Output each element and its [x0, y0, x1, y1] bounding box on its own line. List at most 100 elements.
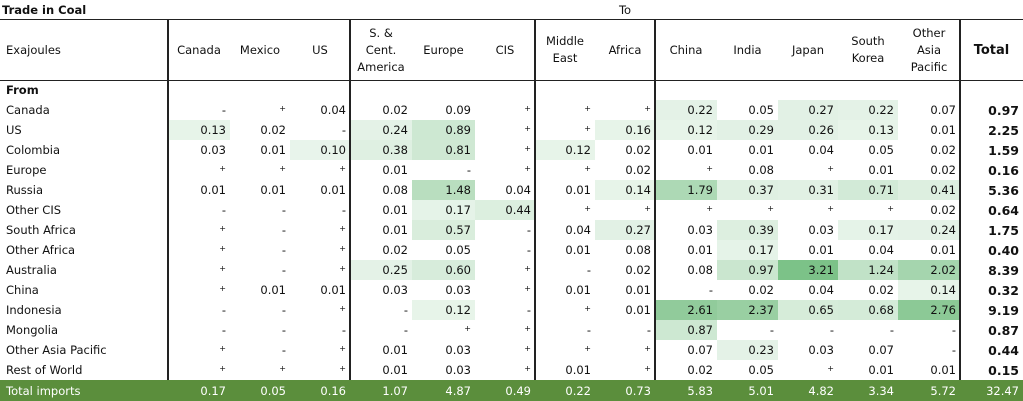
row-total: 0.87	[988, 322, 1019, 338]
cell: 0.02	[382, 243, 408, 257]
cell: 0.09	[445, 103, 471, 117]
cell: 0.02	[625, 163, 651, 177]
cell: +	[219, 284, 226, 293]
total-cell: 0.05	[260, 383, 286, 398]
row-label: South Africa	[6, 223, 76, 237]
cell: -	[403, 303, 408, 317]
cell: 0.04	[320, 103, 346, 117]
cell: 0.02	[868, 283, 894, 297]
cell: 0.02	[930, 143, 956, 157]
row-label: Russia	[6, 183, 43, 197]
cell: 0.12	[655, 120, 717, 140]
cell: 0.07	[930, 103, 956, 117]
cell: +	[524, 324, 531, 333]
cell: -	[403, 323, 408, 337]
cell: +	[584, 104, 591, 113]
cell: +	[339, 344, 346, 353]
cell: 0.44	[475, 200, 535, 220]
column-header: India	[733, 42, 762, 57]
cell: 0.01	[868, 163, 894, 177]
cell: 0.08	[625, 243, 651, 257]
cell: +	[524, 264, 531, 273]
row-total: 5.36	[988, 182, 1019, 198]
cell: -	[708, 283, 713, 297]
row-total: 2.25	[988, 122, 1019, 138]
cell: 0.22	[838, 100, 898, 120]
column-header: Other Asia Pacific	[910, 25, 948, 74]
cell: 0.02	[930, 203, 956, 217]
cell: 0.87	[655, 320, 717, 340]
cell: 0.14	[898, 280, 960, 300]
row-total: 0.32	[988, 282, 1019, 298]
cell: 0.03	[808, 223, 834, 237]
cell: -	[526, 223, 531, 237]
cell: +	[644, 104, 651, 113]
cell: +	[584, 304, 591, 313]
row-total: 0.15	[988, 362, 1019, 378]
cell: +	[219, 244, 226, 253]
cell: 0.03	[808, 343, 834, 357]
cell: -	[221, 303, 226, 317]
column-divider	[534, 20, 536, 380]
cell: 0.37	[717, 180, 778, 200]
column-header: South Korea	[851, 34, 885, 65]
column-header: S. & Cent. America	[357, 25, 405, 74]
column-header: US	[312, 42, 328, 57]
cell: 0.01	[320, 283, 346, 297]
column-header: Africa	[608, 42, 642, 57]
cell: 0.01	[930, 123, 956, 137]
cell: 0.01	[260, 183, 286, 197]
cell: +	[524, 144, 531, 153]
cell: +	[827, 164, 834, 173]
cell: +	[219, 264, 226, 273]
cell: 0.02	[625, 143, 651, 157]
cell: 0.17	[412, 200, 475, 220]
cell: +	[827, 364, 834, 373]
cell: 0.01	[382, 203, 408, 217]
cell: +	[279, 364, 286, 373]
cell: 0.01	[260, 143, 286, 157]
cell: 0.01	[320, 183, 346, 197]
cell: 0.60	[412, 260, 475, 280]
column-header: CIS	[495, 42, 515, 57]
cell: 0.04	[565, 223, 591, 237]
cell: +	[644, 204, 651, 213]
cell: -	[646, 323, 651, 337]
cell: 1.79	[655, 180, 717, 200]
cell: +	[584, 164, 591, 173]
cell: 2.61	[655, 300, 717, 320]
total-cell: 0.22	[565, 383, 591, 398]
cell: 0.68	[838, 300, 898, 320]
row-label: Colombia	[6, 143, 61, 157]
total-cell: 0.17	[200, 383, 226, 398]
cell: +	[219, 364, 226, 373]
column-header: Japan	[791, 42, 825, 57]
cell: 0.02	[382, 103, 408, 117]
cell: -	[341, 323, 346, 337]
cell: 0.05	[748, 363, 774, 377]
total-cell: 0.49	[505, 383, 531, 398]
cell: 0.24	[350, 120, 412, 140]
cell: 0.97	[717, 260, 778, 280]
total-cell: 3.34	[868, 383, 894, 398]
cell: 0.13	[168, 120, 230, 140]
cell: +	[339, 364, 346, 373]
cell: 0.01	[625, 303, 651, 317]
cell: -	[221, 323, 226, 337]
cell: +	[584, 344, 591, 353]
row-total: 0.97	[988, 102, 1019, 118]
cell: 0.08	[382, 183, 408, 197]
cell: +	[219, 164, 226, 173]
cell: 0.01	[382, 363, 408, 377]
column-divider	[654, 20, 656, 380]
row-total: 1.75	[988, 222, 1019, 238]
cell: -	[281, 303, 286, 317]
cell: 0.01	[382, 163, 408, 177]
cell: 0.38	[350, 140, 412, 160]
header-bottom-rule	[0, 80, 1023, 81]
cell: 0.01	[382, 223, 408, 237]
cell: 0.07	[868, 343, 894, 357]
cell: +	[767, 204, 774, 213]
cell: 0.02	[260, 123, 286, 137]
cell: 0.03	[382, 283, 408, 297]
